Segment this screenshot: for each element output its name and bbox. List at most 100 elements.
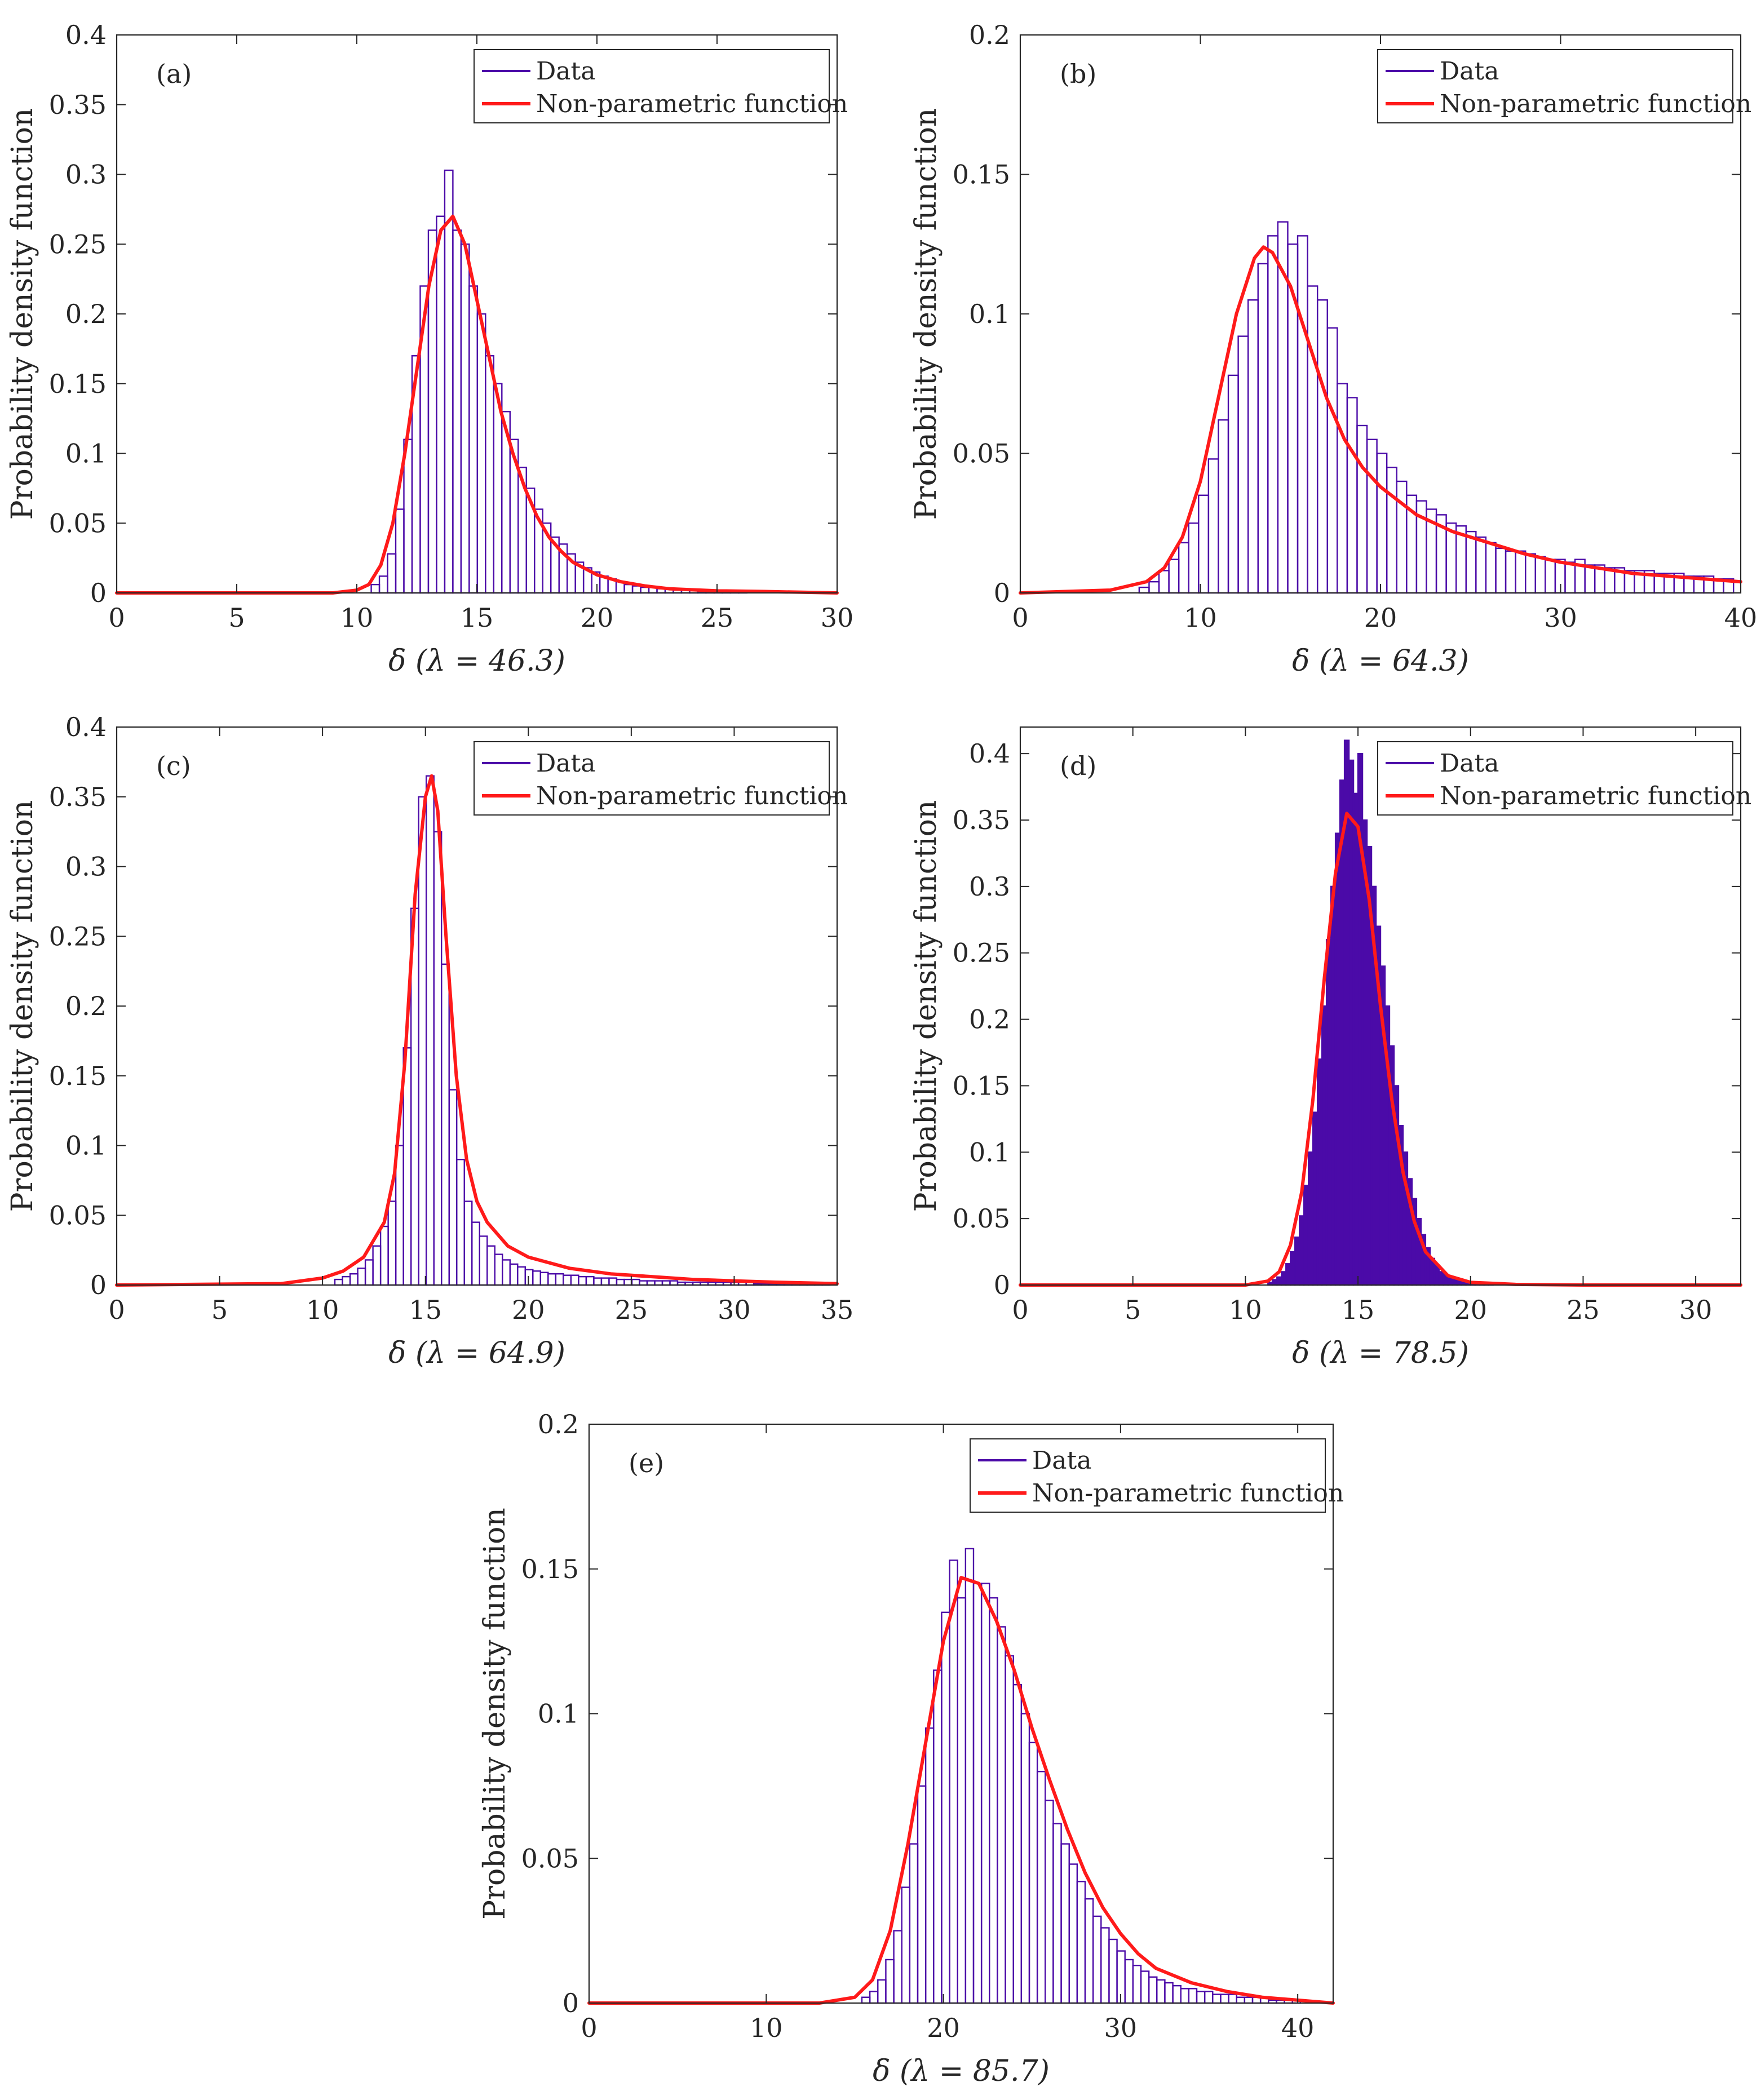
histogram-bar xyxy=(989,1597,998,2004)
y-axis-label: Probability density function xyxy=(909,108,943,520)
histogram-bar xyxy=(1036,1770,1046,2004)
histogram-bar xyxy=(1244,1996,1254,2004)
y-axis-label: Probability density function xyxy=(6,800,39,1212)
histogram-bar xyxy=(924,1727,935,2004)
x-tick-label: 40 xyxy=(1281,2013,1315,2043)
y-tick-label: 0.3 xyxy=(65,852,107,882)
y-tick-label: 0 xyxy=(90,1270,107,1300)
x-tick-label: 0 xyxy=(108,602,125,633)
histogram-bar xyxy=(631,585,641,594)
histogram-bar xyxy=(486,1245,495,1286)
histogram-bar xyxy=(485,355,495,594)
histogram-bar xyxy=(1545,559,1556,594)
x-tick-label: 20 xyxy=(1454,1295,1487,1325)
panel-tag: (b) xyxy=(1060,59,1096,89)
y-tick-label: 0.1 xyxy=(538,1699,579,1729)
x-axis-label: δ (λ = 46.3) xyxy=(388,644,565,678)
histogram-bar xyxy=(941,1611,950,2004)
histogram-bar xyxy=(1267,235,1279,594)
histogram-bar xyxy=(1164,1982,1174,2004)
y-tick-label: 0.1 xyxy=(969,299,1010,329)
axes-box xyxy=(1019,726,1742,1286)
y-tick-label: 0.3 xyxy=(65,160,107,190)
histogram-bar xyxy=(1060,1843,1070,2004)
y-tick-label: 0.15 xyxy=(521,1554,579,1584)
histogram-bar xyxy=(1100,1927,1110,2004)
histogram-bars xyxy=(370,169,748,594)
histogram-bar xyxy=(1307,285,1318,594)
panel-tag: (a) xyxy=(156,59,192,89)
x-tick-label: 5 xyxy=(228,602,245,633)
histogram-bar xyxy=(517,1266,526,1286)
histogram-bar xyxy=(547,1273,557,1286)
histogram-bar xyxy=(349,1273,359,1286)
histogram-bar xyxy=(1356,424,1368,594)
chart-panel: 0 5 10 15 20 25 30 0 0.05 0.1 0.15 0.2 0.25 0.3 0.35 0.… xyxy=(6,20,853,678)
y-tick-label: 0.35 xyxy=(953,805,1010,835)
histogram-bar xyxy=(1337,383,1348,594)
histogram-bar xyxy=(378,575,388,594)
histogram-bars xyxy=(861,1548,1302,2004)
x-tick-label: 30 xyxy=(821,602,854,633)
x-tick-label: 25 xyxy=(1567,1295,1600,1325)
histogram-bar xyxy=(452,229,462,594)
x-tick-label: 0 xyxy=(1012,1295,1028,1325)
y-tick-label: 0.1 xyxy=(969,1137,1010,1167)
histogram-bar xyxy=(460,243,470,594)
histogram-bar xyxy=(949,1560,958,2004)
y-tick-label: 0.1 xyxy=(65,1131,107,1161)
histogram-bar xyxy=(372,1245,382,1286)
legend-fit-label: Non-parametric function xyxy=(536,782,848,810)
histogram-bar xyxy=(334,1278,343,1286)
histogram-bar xyxy=(1475,536,1487,594)
x-tick-label: 10 xyxy=(1184,602,1217,633)
histogram-bar xyxy=(1237,335,1249,594)
histogram-bar xyxy=(524,1269,534,1286)
y-tick-label: 0.1 xyxy=(65,438,107,469)
histogram-bar xyxy=(885,1959,895,2004)
histogram-bar xyxy=(1257,263,1269,594)
histogram-bar xyxy=(997,1626,1006,2004)
histogram-bar xyxy=(425,775,435,1286)
histogram-bar xyxy=(456,1159,465,1286)
histogram-bar xyxy=(1148,581,1160,594)
y-tick-label: 0.25 xyxy=(49,921,107,951)
y-tick-label: 0.4 xyxy=(65,20,107,50)
histogram-bar xyxy=(1236,1996,1246,2004)
panel-tag: (c) xyxy=(156,751,191,781)
histogram-bar xyxy=(440,963,450,1286)
y-tick-label: 0.2 xyxy=(65,299,107,329)
histogram-bar xyxy=(379,1225,389,1286)
histogram-bar xyxy=(1376,453,1388,594)
y-axis-label: Probability density function xyxy=(909,800,943,1212)
y-tick-label: 0.05 xyxy=(953,438,1010,469)
x-tick-label: 10 xyxy=(1229,1295,1262,1325)
histogram-bar xyxy=(1005,1655,1014,2004)
histogram-bar xyxy=(640,586,650,594)
y-tick-label: 0.05 xyxy=(521,1843,579,1873)
y-tick-label: 0.4 xyxy=(969,738,1010,769)
histogram-bar xyxy=(570,1274,579,1286)
histogram-bar xyxy=(463,1200,473,1286)
legend: Data Non-parametric function xyxy=(970,1438,1344,1513)
legend-data-label: Data xyxy=(536,57,595,86)
histogram-bar xyxy=(364,1259,374,1286)
x-tick-label: 15 xyxy=(409,1295,442,1325)
histogram-bar xyxy=(1148,1976,1158,2004)
histogram-bar xyxy=(1366,438,1378,594)
legend-data-label: Data xyxy=(1440,57,1499,86)
y-axis-label: Probability density function xyxy=(478,1508,512,1920)
y-tick-label: 0 xyxy=(90,578,107,608)
histogram-bar xyxy=(1092,1915,1102,2004)
fit-curve xyxy=(1019,245,1742,595)
y-tick-label: 0.15 xyxy=(953,1070,1010,1101)
histogram-bar xyxy=(917,1785,927,2004)
histogram-bar xyxy=(869,1991,879,2004)
histogram-bar xyxy=(1168,559,1180,594)
histogram-bar xyxy=(1198,494,1210,594)
x-tick-label: 25 xyxy=(615,1295,648,1325)
legend: Data Non-parametric function xyxy=(1377,49,1751,123)
histogram-bar xyxy=(661,1280,671,1286)
histogram-bar xyxy=(539,1271,549,1286)
histogram-bar xyxy=(1076,1881,1086,2004)
